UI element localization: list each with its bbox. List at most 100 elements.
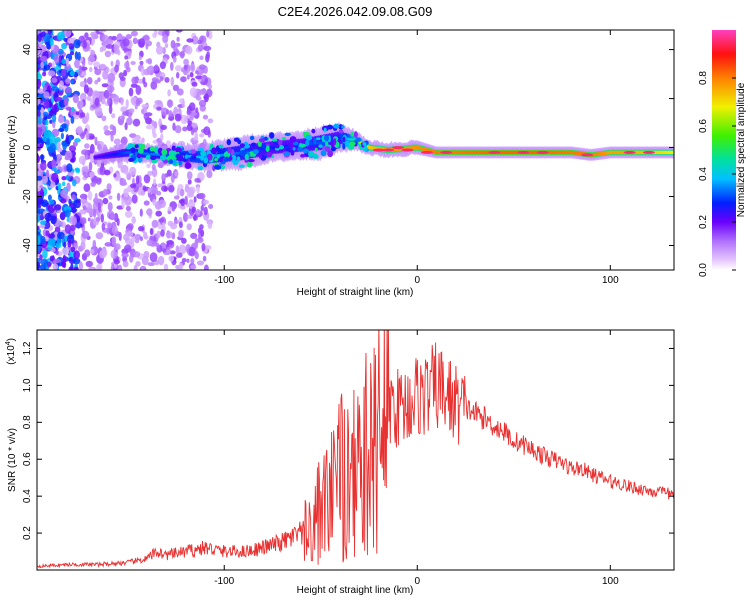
noise-speck [179,98,184,104]
noise-speck [187,187,195,197]
ridge-blob [314,147,318,152]
spectrogram-frame [36,29,675,271]
noise-speck [195,208,201,216]
noise-speck [39,264,46,270]
noise-speck [156,230,161,239]
noise-speck [75,126,83,135]
ridge-blob [145,154,151,160]
noise-speck [39,254,43,261]
noise-speck [125,205,131,212]
noise-speck [57,231,65,240]
ridge-blob [249,135,255,141]
noise-speck [111,113,116,119]
ridge-blob [184,162,192,169]
noise-speck [87,55,96,62]
spectrogram-x-ticks: -100 0 100 [214,30,619,286]
noise-speck [49,37,54,47]
noise-speck [54,65,62,71]
noise-speck [147,188,151,194]
noise-speck [194,177,201,183]
noise-speck [188,246,196,257]
noise-speck [69,51,75,56]
noise-speck [37,127,43,137]
noise-speck [61,176,67,181]
noise-speck [58,128,65,132]
noise-speck [79,198,87,204]
ridge-blob [342,136,346,142]
ridge-blob [154,146,159,150]
ridge-blob [168,159,174,164]
noise-speck [63,97,69,107]
noise-speck [107,202,113,212]
noise-speck [195,75,203,80]
ridge-blob [292,147,296,151]
noise-speck [189,63,196,73]
noise-speck [142,76,146,84]
snr-y-axis-label: SNR (10 * v/v) [7,428,18,492]
noise-speck [77,51,81,61]
noise-speck [122,38,130,47]
ridge-blob [149,146,156,152]
noise-speck [202,114,209,120]
noise-speck [191,35,199,45]
noise-speck [190,232,198,239]
ridge-blob [221,161,226,165]
ridge-blob [227,147,233,154]
ridge-blob [211,147,218,155]
noise-speck [132,37,138,45]
noise-speck [167,99,173,108]
snr-line [37,330,674,569]
colorbar-tick-label: 0.2 [698,215,709,229]
noise-speck [124,210,133,218]
noise-speck [70,224,76,232]
noise-speck [146,163,151,168]
noise-speck [80,132,85,140]
noise-speck [202,199,210,205]
noise-speck [40,61,45,69]
ridge-blob [171,145,176,151]
noise-speck [103,169,111,176]
noise-speck [89,171,95,178]
colorbar: 0.0 0.2 0.4 0.6 0.8 Normalized spectral ampl… [698,30,747,277]
noise-speck [85,130,90,141]
noise-speck [191,81,198,87]
y-tick-label: 1.2 [22,341,33,355]
noise-speck [123,69,128,77]
ridge-blob [233,137,240,142]
noise-speck [150,81,158,90]
noise-speck [37,78,42,89]
noise-speck [78,65,82,75]
noise-speck [174,171,179,177]
ridge-blob [342,143,346,150]
noise-speck [61,42,68,50]
noise-speck [186,38,194,43]
noise-speck [174,113,182,122]
noise-speck [99,250,107,259]
noise-speck [175,30,183,33]
noise-speck [186,223,192,231]
noise-speck [130,96,138,104]
noise-speck [43,91,50,99]
noise-speck [42,249,48,260]
noise-speck [125,200,130,206]
noise-speck [61,58,67,65]
noise-speck [73,39,81,49]
noise-speck [179,50,185,59]
noise-speck [89,66,93,73]
noise-speck [124,169,129,176]
noise-speck [54,136,61,143]
noise-speck [64,30,72,38]
noise-speck [149,228,154,235]
noise-speck [132,118,141,127]
ridge-peak [382,148,395,152]
colorbar-tick-label: 0.6 [698,119,709,133]
noise-speck [145,124,153,130]
snr-y-multiplier: (x104) [5,338,17,365]
noise-speck [174,219,179,224]
noise-speck [138,38,146,48]
noise-speck [129,166,137,176]
y-tick-label: -40 [22,238,33,253]
noise-speck [146,208,153,216]
noise-speck [120,97,124,106]
noise-speck [154,100,162,105]
